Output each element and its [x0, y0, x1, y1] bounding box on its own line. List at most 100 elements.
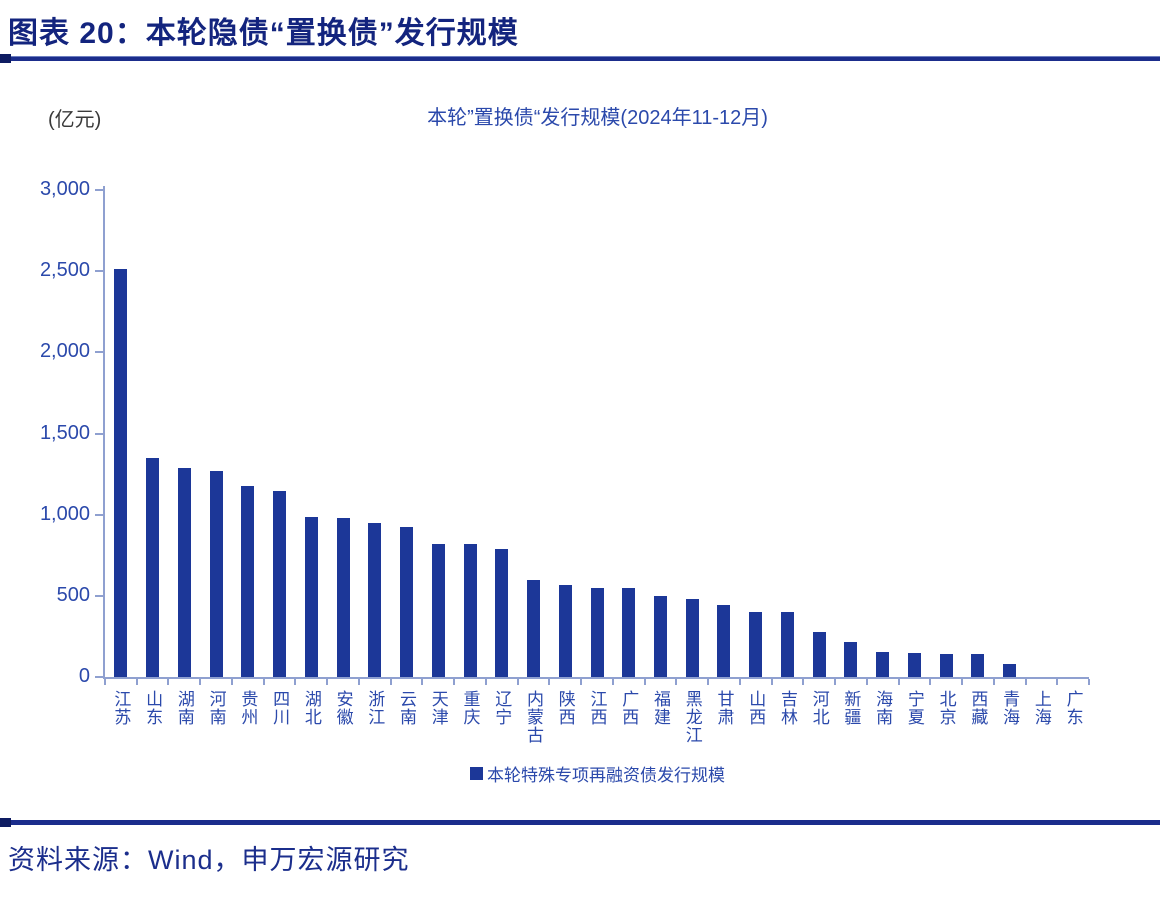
x-tick: [643, 679, 646, 685]
x-tick: [199, 679, 202, 685]
bar: [876, 652, 890, 677]
bar: [146, 458, 160, 677]
x-tick: [230, 679, 233, 685]
x-axis-label-text: 湖北: [301, 690, 321, 726]
x-axis-label-text: 北京: [936, 690, 956, 726]
x-axis-label: 湖南: [167, 690, 201, 726]
x-axis-label-text: 重庆: [460, 690, 480, 726]
x-axis-label-text: 甘肃: [714, 690, 734, 726]
y-axis-unit-label: (亿元): [48, 109, 102, 131]
x-tick: [738, 679, 741, 685]
x-tick: [484, 679, 487, 685]
x-axis-label: 云南: [390, 690, 424, 726]
x-axis-label: 上海: [1024, 690, 1058, 726]
x-axis-label-text: 湖南: [174, 690, 194, 726]
bar: [939, 654, 953, 677]
x-axis-label-text: 河南: [206, 690, 226, 726]
bar: [431, 544, 445, 677]
x-axis-label: 湖北: [294, 690, 328, 726]
header-divider: [0, 54, 1160, 63]
x-axis-label-text: 天津: [428, 690, 448, 726]
x-tick: [135, 679, 138, 685]
y-tick-label: 3,000: [39, 178, 90, 200]
page-title: 图表 20：本轮隐债“置换债”发行规模: [8, 17, 519, 50]
x-axis-label: 福建: [643, 690, 677, 726]
bar: [907, 653, 921, 677]
bar: [368, 523, 382, 677]
x-tick: [548, 679, 551, 685]
x-tick: [675, 679, 678, 685]
x-axis-label-text: 四川: [270, 690, 290, 726]
x-axis-label: 山西: [739, 690, 773, 726]
chart-title: 本轮”置换债“发行规模(2024年11-12月): [427, 107, 768, 129]
y-tick: [95, 189, 103, 191]
x-axis-label: 北京: [929, 690, 963, 726]
bar: [971, 654, 985, 677]
x-axis-label-text: 吉林: [777, 690, 797, 726]
x-axis-label-text: 云南: [397, 690, 417, 726]
x-axis: [103, 677, 1089, 679]
x-axis-label: 四川: [263, 690, 297, 726]
x-axis-label: 辽宁: [485, 690, 519, 726]
x-axis-label: 海南: [866, 690, 900, 726]
x-axis-label: 安徽: [326, 690, 360, 726]
x-axis-label-text: 新疆: [841, 690, 861, 726]
y-tick-label: 2,000: [39, 340, 90, 363]
legend-square-icon: [470, 767, 483, 780]
x-axis-label: 河北: [802, 690, 836, 726]
x-axis-label-text: 宁夏: [904, 690, 924, 726]
bar: [622, 588, 636, 677]
x-axis-label-text: 山东: [143, 690, 163, 726]
x-tick: [834, 679, 837, 685]
bar: [273, 491, 287, 677]
y-tick: [95, 432, 103, 435]
x-axis-label: 甘肃: [707, 690, 741, 726]
x-tick: [580, 679, 583, 685]
bar: [558, 585, 572, 677]
x-tick: [865, 679, 868, 685]
x-axis-label-text: 内蒙古: [524, 690, 544, 744]
x-axis-label-text: 黑龙江: [682, 690, 702, 744]
x-tick: [389, 679, 392, 685]
x-tick: [961, 679, 964, 685]
y-tick-label: 1,500: [39, 421, 90, 444]
x-axis-label-text: 青海: [1000, 690, 1020, 726]
x-tick: [262, 679, 265, 685]
bar: [717, 605, 731, 677]
y-tick-label: 0: [78, 665, 90, 687]
x-tick: [992, 679, 995, 685]
y-tick: [95, 676, 103, 678]
bar: [812, 632, 826, 677]
x-tick: [707, 679, 710, 685]
x-tick: [516, 679, 519, 685]
x-tick: [421, 679, 424, 685]
bar: [336, 518, 350, 677]
bar: [527, 580, 541, 677]
y-tick-label: 2,500: [39, 259, 90, 282]
bar: [495, 549, 509, 677]
legend-label: 本轮特殊专项再融资债发行规模: [487, 766, 725, 785]
x-tick: [1024, 679, 1027, 685]
bar: [590, 588, 604, 677]
x-axis-label: 河南: [199, 690, 233, 726]
bar: [844, 642, 858, 677]
x-tick: [897, 679, 900, 685]
y-tick-label: 1,000: [39, 502, 90, 525]
bar: [685, 599, 699, 677]
x-axis-label-text: 江西: [587, 690, 607, 726]
x-axis-label-text: 安徽: [333, 690, 353, 726]
bar-chart: (亿元) 本轮”置换债“发行规模(2024年11-12月) 0 500 1,000 1…: [39, 107, 1090, 744]
bar: [1003, 664, 1017, 677]
bar: [463, 544, 477, 677]
x-axis-label-text: 广西: [619, 690, 639, 726]
x-axis-label: 广东: [1056, 690, 1090, 726]
x-axis-label: 江西: [580, 690, 614, 726]
x-axis-label: 重庆: [453, 690, 487, 726]
x-axis-label-text: 浙江: [365, 690, 385, 726]
bar: [653, 596, 667, 677]
bar: [400, 527, 414, 677]
x-axis-label-text: 西藏: [968, 690, 988, 726]
x-axis-label-text: 海南: [873, 690, 893, 726]
x-axis-label: 江苏: [104, 690, 138, 726]
x-tick: [326, 679, 329, 685]
